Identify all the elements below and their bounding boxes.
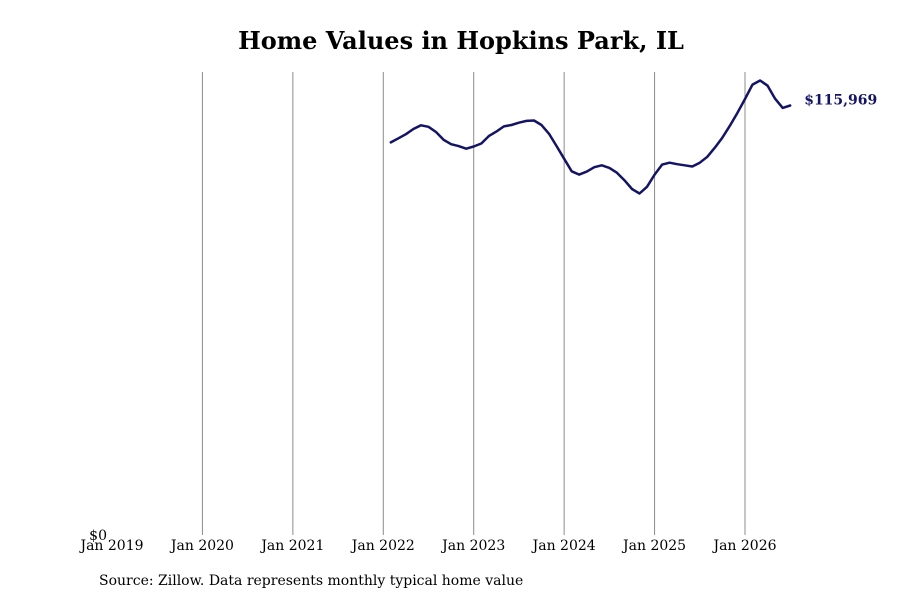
gridlines <box>201 72 746 535</box>
home-value-series-line <box>389 79 792 195</box>
x-tick-label: Jan 2024 <box>531 538 596 554</box>
x-tick-label: Jan 2020 <box>169 538 234 554</box>
x-tick-label: Jan 2022 <box>350 538 415 554</box>
y-tick-label: $0 <box>89 528 107 544</box>
source-note: Source: Zillow. Data represents monthly … <box>99 573 524 589</box>
end-value-label-layer: $115,969 <box>804 92 877 108</box>
x-tick-label: Jan 2021 <box>259 538 324 554</box>
chart-title: Home Values in Hopkins Park, IL <box>238 26 684 55</box>
series-line-layer <box>389 79 792 195</box>
x-axis-tick-labels: Jan 2019 Jan 2020 Jan 2021 Jan 2022 Jan 2023… <box>78 538 776 554</box>
x-tick-label: Jan 2023 <box>440 538 505 554</box>
x-tick-label: Jan 2025 <box>621 538 686 554</box>
end-value-label: $115,969 <box>804 92 877 108</box>
x-tick-label: Jan 2026 <box>711 538 776 554</box>
y-axis-tick-labels: $0 <box>89 528 107 544</box>
x-tick-label: Jan 2019 <box>78 538 143 554</box>
